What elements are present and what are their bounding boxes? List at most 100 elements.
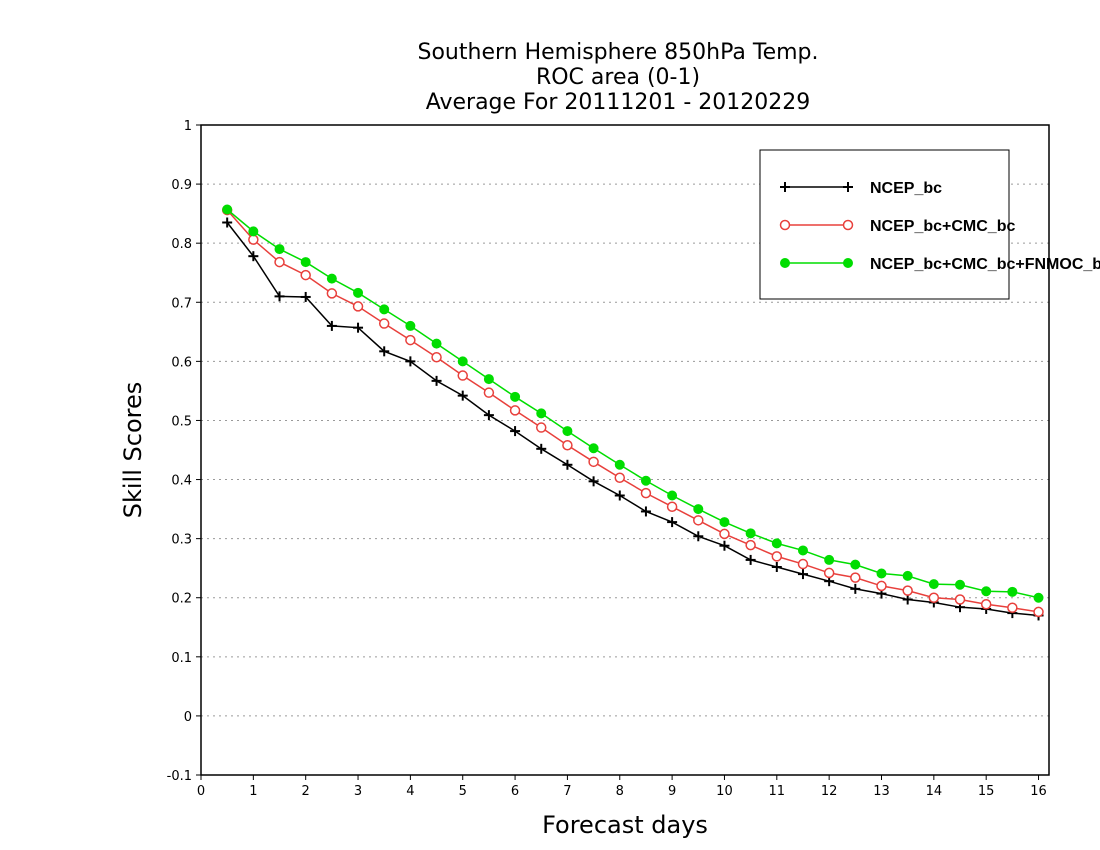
data-point bbox=[274, 256, 285, 268]
data-point bbox=[326, 273, 337, 284]
legend-item-1: NCEP_bc+CMC_bc bbox=[779, 218, 1015, 235]
legend-marker bbox=[843, 258, 853, 268]
data-point bbox=[693, 515, 704, 526]
data-point bbox=[1033, 606, 1044, 618]
data-point bbox=[771, 551, 783, 562]
series-2 bbox=[222, 204, 1044, 603]
y-tick-label: 0.4 bbox=[171, 474, 192, 489]
data-point bbox=[1033, 592, 1044, 603]
data-point bbox=[954, 594, 966, 605]
data-point bbox=[797, 569, 808, 580]
y-tick-label: 1 bbox=[184, 119, 192, 134]
chart-title-line-1: Southern Hemisphere 850hPa Temp. bbox=[418, 40, 819, 65]
x-tick-label: 13 bbox=[873, 784, 890, 799]
data-point bbox=[771, 562, 782, 572]
series-1 bbox=[221, 204, 1044, 618]
x-tick-label: 6 bbox=[511, 784, 519, 799]
x-tick-label: 7 bbox=[563, 784, 571, 799]
y-tick-label: 0.8 bbox=[171, 237, 192, 252]
data-point bbox=[300, 269, 311, 281]
data-point bbox=[876, 580, 887, 592]
data-point bbox=[719, 540, 730, 551]
data-point bbox=[588, 456, 599, 468]
x-tick-label: 5 bbox=[459, 784, 467, 799]
x-tick-label: 9 bbox=[668, 784, 676, 799]
data-point bbox=[378, 318, 390, 329]
data-point bbox=[379, 304, 390, 315]
x-tick-label: 8 bbox=[616, 784, 624, 799]
data-point bbox=[928, 579, 939, 590]
data-point bbox=[457, 390, 468, 401]
data-point bbox=[588, 443, 599, 454]
data-point bbox=[876, 568, 887, 579]
data-point bbox=[379, 346, 390, 357]
legend-marker bbox=[780, 182, 790, 192]
data-point bbox=[536, 443, 547, 454]
data-point bbox=[300, 257, 311, 268]
legend-label: NCEP_bc+CMC_bc+FNMOC_bc bbox=[870, 256, 1100, 273]
data-point bbox=[823, 567, 835, 579]
data-point bbox=[405, 320, 416, 331]
y-tick-label: 0.7 bbox=[171, 296, 192, 311]
x-tick-label: 14 bbox=[926, 784, 943, 799]
data-point bbox=[693, 531, 704, 542]
data-point bbox=[850, 583, 861, 594]
series-layer bbox=[221, 204, 1044, 621]
data-point bbox=[902, 570, 913, 581]
data-point bbox=[562, 426, 573, 437]
data-point bbox=[457, 370, 468, 381]
data-point bbox=[719, 517, 730, 528]
data-point bbox=[902, 594, 913, 605]
x-tick-label: 4 bbox=[406, 784, 414, 799]
x-tick-label: 16 bbox=[1030, 784, 1047, 799]
data-point bbox=[797, 558, 809, 570]
y-tick-label: -0.1 bbox=[167, 769, 192, 784]
data-point bbox=[719, 528, 730, 540]
y-tick-label: 0 bbox=[184, 710, 192, 725]
data-point bbox=[431, 338, 442, 349]
data-point bbox=[850, 572, 861, 583]
x-tick-label: 11 bbox=[769, 784, 786, 799]
data-point bbox=[745, 554, 756, 565]
data-point bbox=[640, 487, 652, 499]
data-point bbox=[431, 351, 442, 363]
data-point bbox=[222, 217, 233, 228]
data-point bbox=[457, 356, 468, 367]
legend-marker bbox=[842, 219, 854, 231]
data-point bbox=[353, 287, 364, 298]
legend: NCEP_bc NCEP_bc+CMC_bc NCEP_bc+CMC_bc+FNMO… bbox=[759, 149, 1100, 300]
data-point bbox=[745, 539, 756, 551]
x-tick-label: 3 bbox=[354, 784, 362, 799]
y-axis-ticks: -0.1 0 0.1 0.2 0.3 0.4 0.5 0.6 0.7 0.8 0.9 1 bbox=[167, 119, 201, 784]
data-point bbox=[640, 506, 651, 517]
legend-marker bbox=[780, 258, 790, 268]
data-point bbox=[326, 320, 337, 331]
y-tick-label: 0.5 bbox=[171, 414, 192, 429]
data-point bbox=[614, 472, 626, 484]
x-tick-label: 2 bbox=[302, 784, 310, 799]
x-tick-label: 0 bbox=[197, 784, 205, 799]
data-point bbox=[562, 440, 573, 451]
data-point bbox=[745, 528, 756, 539]
data-point bbox=[483, 410, 494, 421]
data-point bbox=[483, 387, 495, 398]
legend-marker bbox=[843, 182, 853, 192]
data-point bbox=[955, 579, 966, 590]
data-point bbox=[562, 459, 573, 470]
data-point bbox=[353, 322, 364, 333]
data-point bbox=[510, 426, 521, 437]
data-point bbox=[431, 375, 442, 386]
chart-title-line-2: ROC area (0-1) bbox=[536, 65, 700, 90]
data-point bbox=[667, 490, 678, 501]
data-point bbox=[824, 554, 835, 565]
y-tick-label: 0.2 bbox=[171, 592, 192, 607]
x-tick-label: 12 bbox=[821, 784, 838, 799]
data-point bbox=[980, 598, 992, 610]
data-point bbox=[850, 559, 861, 570]
data-point bbox=[771, 538, 782, 549]
data-point bbox=[667, 517, 678, 528]
data-point bbox=[1007, 586, 1018, 597]
y-tick-label: 0.9 bbox=[171, 178, 192, 193]
data-point bbox=[981, 586, 992, 597]
